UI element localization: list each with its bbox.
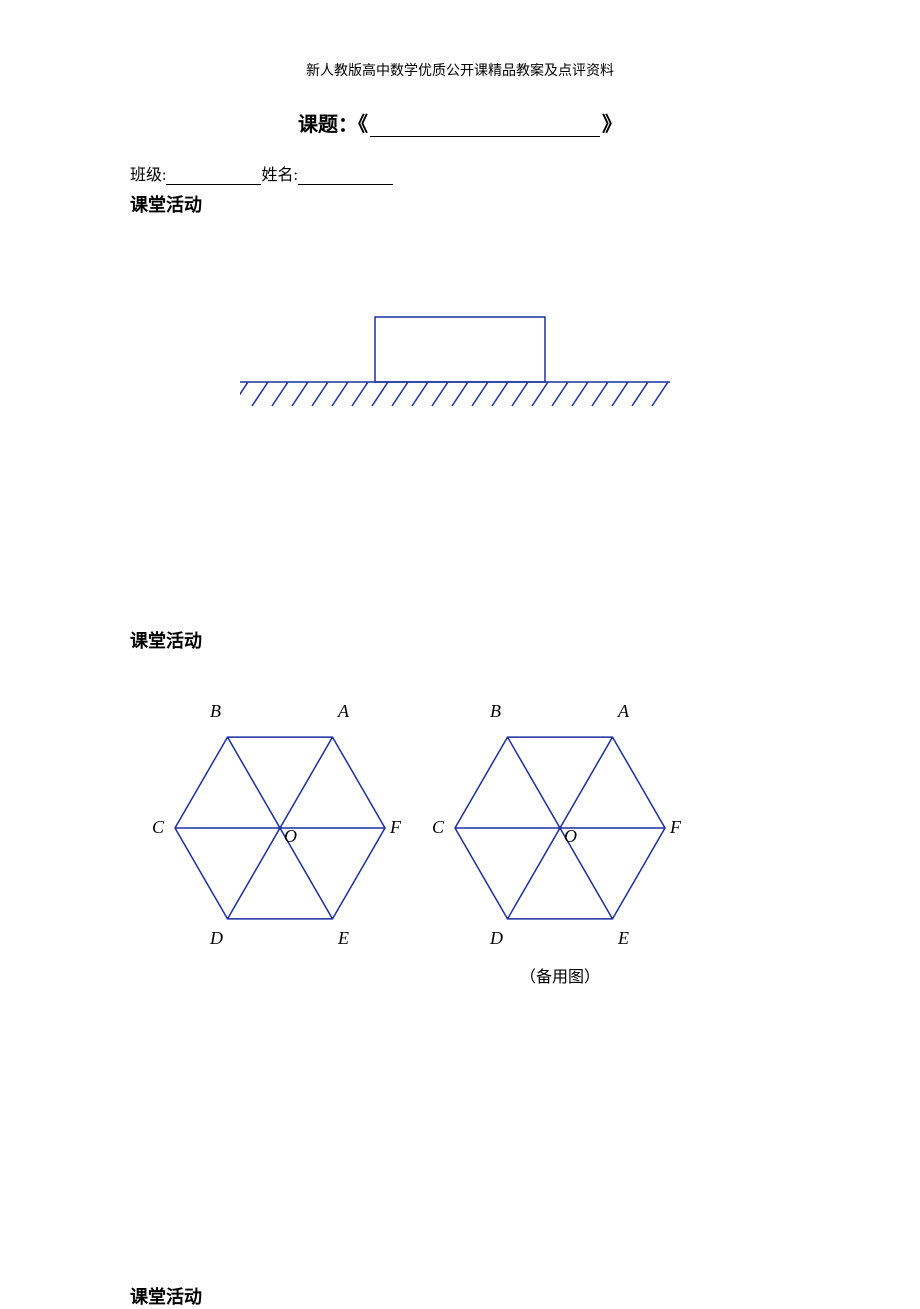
label-O: O: [564, 826, 577, 847]
backup-caption: （备用图）: [490, 963, 630, 987]
label-E: E: [618, 928, 629, 949]
name-blank: [298, 171, 393, 185]
class-label: 班级:: [130, 167, 166, 184]
label-F: F: [670, 817, 681, 838]
ground-rect-svg: [240, 307, 680, 417]
page-title: 课题：《 》: [130, 108, 790, 137]
student-info-line: 班级: 姓名:: [130, 161, 790, 185]
section-activity-1: 课堂活动: [130, 191, 790, 217]
title-suffix: 》: [602, 114, 622, 136]
class-blank: [166, 171, 261, 185]
title-prefix: 课题：《: [298, 114, 368, 136]
label-A: A: [338, 701, 349, 722]
hexagon-2: B A C O F D E: [430, 713, 690, 943]
label-O: O: [284, 826, 297, 847]
section-activity-3: 课堂活动: [130, 1283, 790, 1309]
label-F: F: [390, 817, 401, 838]
title-blank: [370, 119, 600, 137]
figure-ground-rect: [240, 307, 900, 507]
label-E: E: [338, 928, 349, 949]
label-D: D: [210, 928, 223, 949]
label-C: C: [152, 817, 164, 838]
label-C: C: [432, 817, 444, 838]
figure-hexagons: B A C O F D E B A C O F D E （备用图）: [130, 713, 790, 993]
label-B: B: [490, 701, 501, 722]
label-A: A: [618, 701, 629, 722]
label-D: D: [490, 928, 503, 949]
header-note: 新人教版高中数学优质公开课精品教案及点评资料: [130, 60, 790, 80]
name-label: 姓名:: [261, 167, 297, 184]
label-B: B: [210, 701, 221, 722]
section-activity-2: 课堂活动: [130, 627, 790, 653]
hexagon-1: B A C O F D E: [150, 713, 410, 943]
